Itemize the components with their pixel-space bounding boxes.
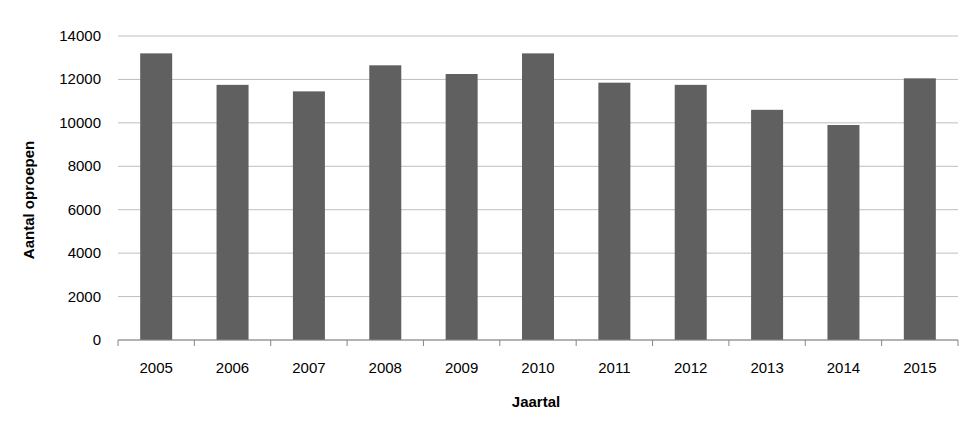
x-tick-label: 2012 [674,359,707,376]
bar [827,125,859,340]
bar [904,78,936,340]
x-tick-label: 2015 [903,359,936,376]
x-tick-label: 2008 [369,359,402,376]
bar [446,74,478,340]
x-tick [576,340,577,346]
bar [293,91,325,340]
x-tick [347,340,348,346]
bar [369,65,401,340]
x-tick-label: 2011 [598,359,630,376]
y-tick-label: 2000 [68,288,101,305]
bar [140,53,172,340]
x-tick [194,340,195,346]
x-tick [881,340,882,346]
x-tick-label: 2005 [139,359,172,376]
chart: 0 2000 4000 6000 8000 10000 12000 14000 2005 2006… [0,0,980,431]
x-tick-label: 2006 [216,359,249,376]
grid-line [118,36,958,37]
bar [522,53,554,340]
y-tick-label: 10000 [59,114,101,131]
bar [217,85,249,340]
x-tick-label: 2013 [750,359,783,376]
y-tick-label: 4000 [68,244,101,261]
x-tick [805,340,806,346]
x-tick [499,340,500,346]
y-axis-label: Aantal oproepen [20,141,37,259]
x-tick [423,340,424,346]
x-tick-label: 2010 [521,359,554,376]
x-tick-label: 2007 [292,359,325,376]
x-tick [652,340,653,346]
x-tick [728,340,729,346]
y-tick-label: 14000 [59,27,101,44]
y-tick-label: 8000 [68,157,101,174]
x-axis-label: Jaartal [512,393,560,410]
grid-line [118,340,958,341]
bar [751,110,783,340]
x-tick [958,340,959,346]
bar [675,85,707,340]
x-tick [118,340,119,346]
x-tick [270,340,271,346]
y-tick-label: 6000 [68,201,101,218]
x-axis [118,340,958,341]
x-tick-label: 2009 [445,359,478,376]
x-tick-label: 2014 [827,359,860,376]
bars [140,53,936,340]
y-tick-label: 12000 [59,70,101,87]
bar [598,83,630,340]
y-tick-label: 0 [93,331,101,348]
